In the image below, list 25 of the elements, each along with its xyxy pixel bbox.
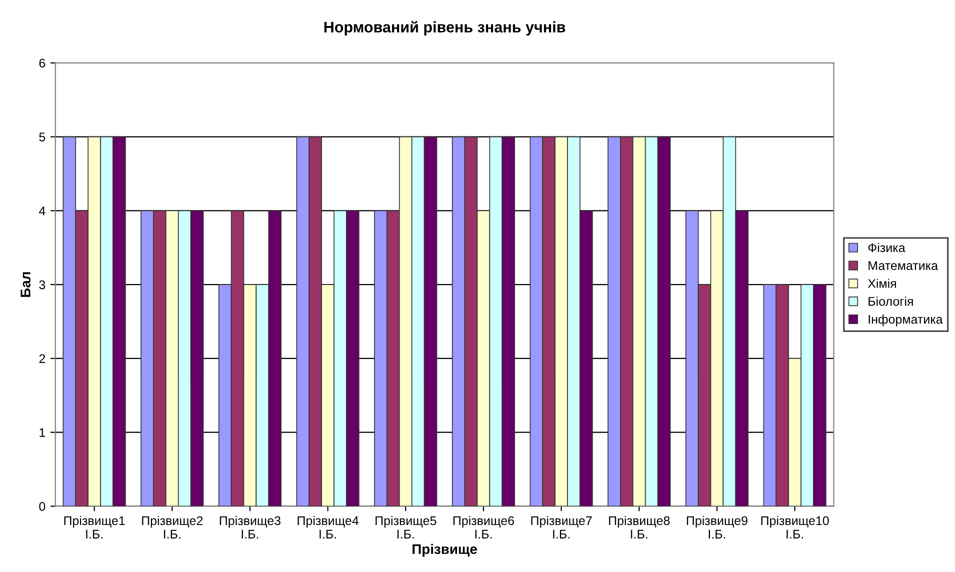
x-tick-label: Прізвище9 І.Б. — [686, 516, 748, 538]
x-tick-label: Прізвище5 І.Б. — [376, 516, 436, 538]
chart-title: Нормований рівень знань учнів — [324, 20, 566, 36]
x-tick-label: Прізвище6 І.Б. — [453, 516, 514, 538]
y-axis-title: Бал — [20, 272, 30, 297]
y-tick-label: 6 — [39, 58, 46, 68]
y-tick-label: 4 — [39, 206, 46, 216]
x-tick-label: Прізвище8 І.Б. — [609, 516, 670, 538]
x-tick-label: Прізвище7 І.Б. — [531, 516, 592, 538]
y-tick-label: 3 — [39, 280, 46, 290]
x-tick-label: Прізвище2 І.Б. — [142, 516, 203, 538]
y-tick-label: 2 — [39, 354, 46, 363]
legend-label: Математика — [868, 261, 938, 270]
legend-label: Інформатика — [868, 314, 943, 326]
y-tick-label: 1 — [40, 428, 46, 437]
x-tick-label: Прізвище1 І.Б. — [64, 516, 125, 538]
legend-label: Біологія — [868, 296, 913, 306]
x-tick-label: Прізвище3 І.Б. — [220, 516, 280, 538]
x-tick-label: Прізвище4 І.Б. — [298, 516, 358, 538]
y-tick-label: 5 — [39, 132, 46, 142]
x-tick-label: Прізвище10 І.Б. — [761, 516, 829, 538]
legend-label: Фізика — [868, 242, 906, 252]
legend-label: Хімія — [868, 278, 896, 288]
x-axis-title: Прізвище — [412, 544, 477, 557]
y-tick-label: 0 — [39, 502, 46, 511]
